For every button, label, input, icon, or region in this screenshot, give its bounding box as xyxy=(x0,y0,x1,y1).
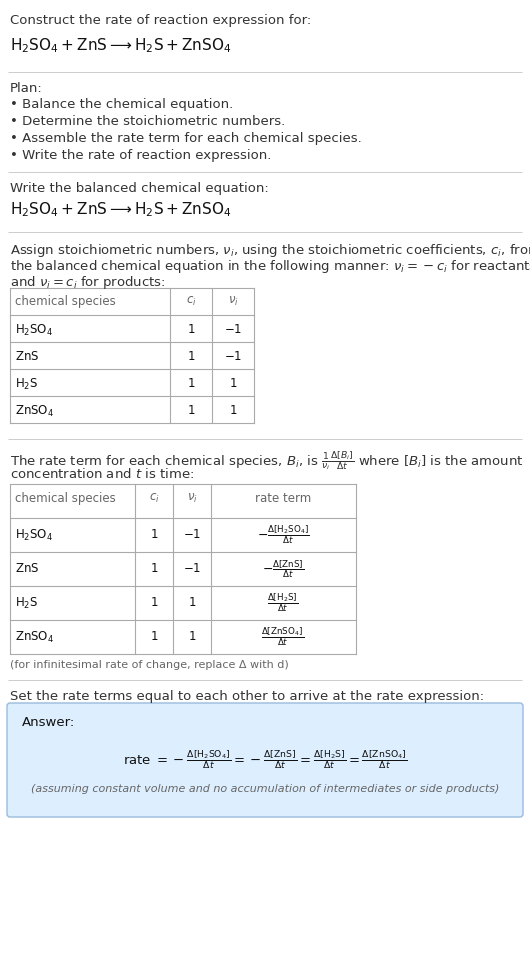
Text: Write the balanced chemical equation:: Write the balanced chemical equation: xyxy=(10,182,269,195)
Text: 1: 1 xyxy=(187,404,195,417)
Text: • Balance the chemical equation.: • Balance the chemical equation. xyxy=(10,98,233,111)
Text: $\mathrm{ZnS}$: $\mathrm{ZnS}$ xyxy=(15,562,39,576)
Text: 1: 1 xyxy=(150,630,158,643)
Text: 1: 1 xyxy=(229,404,237,417)
Text: $-1$: $-1$ xyxy=(224,350,242,363)
Text: $\mathrm{H_2S}$: $\mathrm{H_2S}$ xyxy=(15,595,38,611)
Text: $\mathrm{H_2SO_4 + ZnS \longrightarrow H_2S + ZnSO_4}$: $\mathrm{H_2SO_4 + ZnS \longrightarrow H… xyxy=(10,36,232,55)
Text: 1: 1 xyxy=(188,596,196,609)
Text: the balanced chemical equation in the following manner: $\nu_i = -c_i$ for react: the balanced chemical equation in the fo… xyxy=(10,258,530,275)
Text: chemical species: chemical species xyxy=(15,492,116,505)
Text: $\mathrm{H_2SO_4 + ZnS \longrightarrow H_2S + ZnSO_4}$: $\mathrm{H_2SO_4 + ZnS \longrightarrow H… xyxy=(10,200,232,219)
Text: $\frac{\Delta[\mathrm{H_2S}]}{\Delta t}$: $\frac{\Delta[\mathrm{H_2S}]}{\Delta t}$ xyxy=(268,591,298,614)
Text: $\mathrm{ZnSO_4}$: $\mathrm{ZnSO_4}$ xyxy=(15,630,54,644)
Text: • Assemble the rate term for each chemical species.: • Assemble the rate term for each chemic… xyxy=(10,132,362,145)
Text: 1: 1 xyxy=(187,350,195,363)
Text: concentration and $t$ is time:: concentration and $t$ is time: xyxy=(10,467,194,481)
Text: Construct the rate of reaction expression for:: Construct the rate of reaction expressio… xyxy=(10,14,311,27)
Text: • Write the rate of reaction expression.: • Write the rate of reaction expression. xyxy=(10,149,271,162)
Text: $\mathrm{H_2SO_4}$: $\mathrm{H_2SO_4}$ xyxy=(15,323,53,338)
Text: $c_i$: $c_i$ xyxy=(148,492,160,506)
Text: (for infinitesimal rate of change, replace Δ with d): (for infinitesimal rate of change, repla… xyxy=(10,660,289,670)
Text: $\mathrm{H_2S}$: $\mathrm{H_2S}$ xyxy=(15,377,38,392)
Text: $-1$: $-1$ xyxy=(183,528,201,542)
Text: $-\frac{\Delta[\mathrm{H_2SO_4}]}{\Delta t}$: $-\frac{\Delta[\mathrm{H_2SO_4}]}{\Delta… xyxy=(257,524,310,547)
Text: 1: 1 xyxy=(150,596,158,609)
Text: 1: 1 xyxy=(150,528,158,542)
Text: rate $= -\frac{\Delta[\mathrm{H_2SO_4}]}{\Delta t} = -\frac{\Delta[\mathrm{ZnS}]: rate $= -\frac{\Delta[\mathrm{H_2SO_4}]}… xyxy=(123,748,407,771)
Text: $\mathrm{ZnSO_4}$: $\mathrm{ZnSO_4}$ xyxy=(15,404,54,419)
Text: $\frac{\Delta[\mathrm{ZnSO_4}]}{\Delta t}$: $\frac{\Delta[\mathrm{ZnSO_4}]}{\Delta t… xyxy=(261,626,305,648)
Text: and $\nu_i = c_i$ for products:: and $\nu_i = c_i$ for products: xyxy=(10,274,165,291)
Text: $-\frac{\Delta[\mathrm{ZnS}]}{\Delta t}$: $-\frac{\Delta[\mathrm{ZnS}]}{\Delta t}$ xyxy=(262,558,304,580)
FancyBboxPatch shape xyxy=(7,703,523,817)
Text: $-1$: $-1$ xyxy=(183,562,201,576)
Text: $\nu_i$: $\nu_i$ xyxy=(227,295,238,308)
Text: $-1$: $-1$ xyxy=(224,323,242,336)
Text: 1: 1 xyxy=(188,630,196,643)
Text: Answer:: Answer: xyxy=(22,716,75,729)
Text: $c_i$: $c_i$ xyxy=(186,295,196,308)
Text: • Determine the stoichiometric numbers.: • Determine the stoichiometric numbers. xyxy=(10,115,285,128)
Text: The rate term for each chemical species, $B_i$, is $\frac{1}{\nu_i}\frac{\Delta[: The rate term for each chemical species,… xyxy=(10,449,524,472)
Text: chemical species: chemical species xyxy=(15,295,116,308)
Text: 1: 1 xyxy=(150,562,158,576)
Text: $\mathrm{ZnS}$: $\mathrm{ZnS}$ xyxy=(15,350,39,363)
Text: 1: 1 xyxy=(229,377,237,390)
Text: Set the rate terms equal to each other to arrive at the rate expression:: Set the rate terms equal to each other t… xyxy=(10,690,484,703)
Text: rate term: rate term xyxy=(255,492,311,505)
Text: Plan:: Plan: xyxy=(10,82,43,95)
Text: $\nu_i$: $\nu_i$ xyxy=(187,492,197,506)
Text: $\mathrm{H_2SO_4}$: $\mathrm{H_2SO_4}$ xyxy=(15,527,53,543)
Text: 1: 1 xyxy=(187,377,195,390)
Text: (assuming constant volume and no accumulation of intermediates or side products): (assuming constant volume and no accumul… xyxy=(31,784,499,794)
Text: Assign stoichiometric numbers, $\nu_i$, using the stoichiometric coefficients, $: Assign stoichiometric numbers, $\nu_i$, … xyxy=(10,242,530,259)
Text: 1: 1 xyxy=(187,323,195,336)
